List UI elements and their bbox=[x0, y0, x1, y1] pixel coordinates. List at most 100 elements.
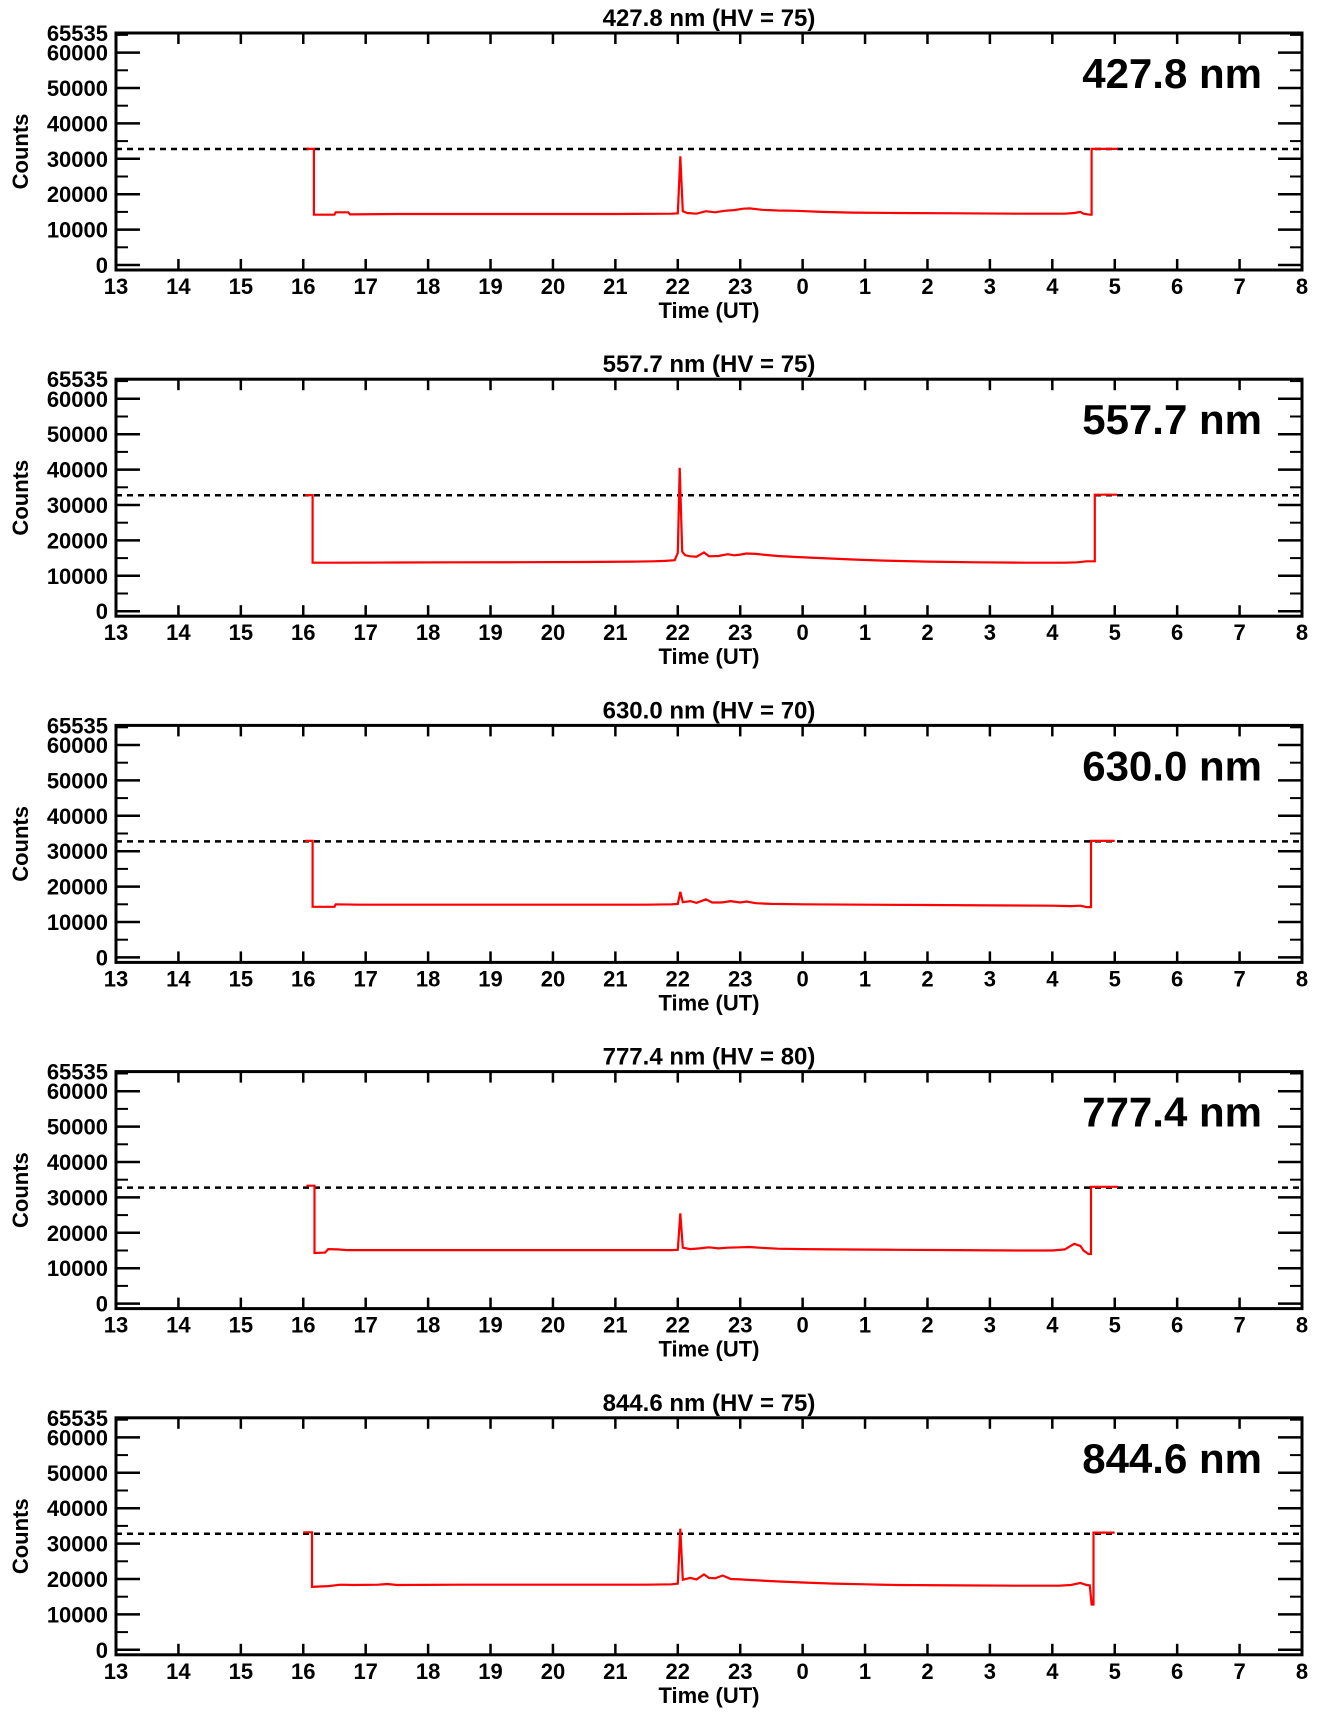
x-tick-label: 17 bbox=[353, 966, 377, 991]
x-tick-label: 19 bbox=[478, 1313, 502, 1338]
x-tick-label: 5 bbox=[1109, 1313, 1121, 1338]
y-tick-label: 40000 bbox=[47, 1496, 108, 1521]
chart-panel-630nm: 630.0 nm (HV = 70)13 14 15 16 17 18 19 20 21 22 23… bbox=[8, 697, 1308, 1015]
y-tick-label: 0 bbox=[96, 599, 108, 624]
x-tick-label: 16 bbox=[291, 1659, 315, 1684]
y-tick-label: 20000 bbox=[47, 1221, 108, 1246]
y-axis-label: Counts bbox=[8, 114, 33, 190]
x-tick-label: 6 bbox=[1171, 620, 1183, 645]
y-tick-label: 10000 bbox=[47, 218, 108, 243]
x-tick-label: 6 bbox=[1171, 1659, 1183, 1684]
y-tick-label: 60000 bbox=[47, 733, 108, 758]
x-tick-label: 22 bbox=[666, 274, 690, 299]
x-tick-label: 13 bbox=[104, 1659, 128, 1684]
x-tick-label: 4 bbox=[1046, 620, 1059, 645]
x-tick-label: 23 bbox=[728, 966, 752, 991]
x-tick-label: 18 bbox=[416, 274, 440, 299]
x-tick-label: 21 bbox=[603, 620, 627, 645]
x-tick-label: 19 bbox=[478, 1659, 502, 1684]
panel-title: 427.8 nm (HV = 75) bbox=[603, 5, 816, 32]
y-tick-label: 20000 bbox=[47, 875, 108, 900]
x-tick-label: 7 bbox=[1233, 274, 1245, 299]
x-tick-label: 3 bbox=[984, 966, 996, 991]
x-tick-label: 15 bbox=[229, 620, 253, 645]
x-tick-label: 7 bbox=[1233, 1313, 1245, 1338]
counts-trace bbox=[303, 1528, 1115, 1606]
x-tick-label: 23 bbox=[728, 274, 752, 299]
y-tick-label: 20000 bbox=[47, 1567, 108, 1592]
plot-box bbox=[114, 1416, 1304, 1657]
counts-trace bbox=[305, 839, 1115, 909]
y-tick-label: 65535 bbox=[47, 21, 108, 46]
y-axis-label: Counts bbox=[8, 806, 33, 882]
y-tick-label: 40000 bbox=[47, 458, 108, 483]
x-tick-label: 0 bbox=[797, 1313, 809, 1338]
plot-box bbox=[114, 723, 1304, 964]
x-tick-label: 6 bbox=[1171, 1313, 1183, 1338]
panel-title: 844.6 nm (HV = 75) bbox=[603, 1390, 816, 1417]
x-tick-label: 16 bbox=[291, 620, 315, 645]
y-tick-label: 0 bbox=[96, 253, 108, 278]
y-tick-label: 50000 bbox=[47, 76, 108, 101]
x-tick-label: 17 bbox=[353, 1313, 377, 1338]
chart-panel-777.4nm: 777.4 nm (HV = 80)13 14 15 16 17 18 19 20 21 22 23… bbox=[8, 1044, 1308, 1362]
x-tick-label: 5 bbox=[1109, 1659, 1121, 1684]
panel-title: 777.4 nm (HV = 80) bbox=[603, 1044, 816, 1071]
y-tick-label: 30000 bbox=[47, 493, 108, 518]
x-tick-label: 14 bbox=[166, 966, 191, 991]
x-tick-label: 5 bbox=[1109, 966, 1121, 991]
x-tick-label: 16 bbox=[291, 274, 315, 299]
x-tick-label: 3 bbox=[984, 274, 996, 299]
x-tick-label: 0 bbox=[797, 966, 809, 991]
x-tick-label: 4 bbox=[1046, 274, 1059, 299]
x-tick-label: 23 bbox=[728, 620, 752, 645]
x-tick-label: 15 bbox=[229, 1313, 253, 1338]
y-axis-label: Counts bbox=[8, 460, 33, 536]
x-tick-label: 7 bbox=[1233, 620, 1245, 645]
y-tick-label: 50000 bbox=[47, 768, 108, 793]
x-axis-label: Time (UT) bbox=[658, 1683, 759, 1708]
x-tick-label: 14 bbox=[166, 1659, 191, 1684]
x-tick-label: 22 bbox=[666, 966, 690, 991]
x-tick-label: 1 bbox=[859, 966, 871, 991]
x-tick-label: 20 bbox=[541, 1313, 565, 1338]
y-tick-label: 30000 bbox=[47, 1532, 108, 1557]
y-tick-label: 60000 bbox=[47, 1425, 108, 1450]
x-tick-label: 1 bbox=[859, 620, 871, 645]
y-tick-label: 65535 bbox=[47, 1406, 108, 1431]
x-tick-label: 4 bbox=[1046, 1313, 1059, 1338]
y-tick-label: 60000 bbox=[47, 387, 108, 412]
y-tick-label: 20000 bbox=[47, 528, 108, 553]
counts-trace bbox=[306, 1184, 1118, 1256]
x-tick-label: 15 bbox=[229, 274, 253, 299]
x-tick-label: 14 bbox=[166, 620, 191, 645]
x-tick-label: 8 bbox=[1296, 1659, 1308, 1684]
x-tick-label: 22 bbox=[666, 1659, 690, 1684]
x-tick-label: 18 bbox=[416, 1313, 440, 1338]
y-axis-label: Counts bbox=[8, 1498, 33, 1574]
x-tick-label: 17 bbox=[353, 620, 377, 645]
y-tick-label: 65535 bbox=[47, 367, 108, 392]
x-tick-label: 3 bbox=[984, 620, 996, 645]
y-tick-label: 65535 bbox=[47, 713, 108, 738]
chart-panel-557.7nm: 557.7 nm (HV = 75)13 14 15 16 17 18 19 20 21 22 23… bbox=[8, 351, 1308, 669]
x-tick-label: 14 bbox=[166, 1313, 191, 1338]
y-tick-label: 65535 bbox=[47, 1060, 108, 1085]
y-tick-label: 40000 bbox=[47, 1150, 108, 1175]
x-axis-label: Time (UT) bbox=[658, 990, 759, 1015]
x-tick-label: 20 bbox=[541, 274, 565, 299]
x-tick-label: 2 bbox=[921, 620, 933, 645]
x-tick-label: 1 bbox=[859, 274, 871, 299]
wavelength-corner-label: 427.8 nm bbox=[1082, 50, 1262, 97]
x-tick-label: 23 bbox=[728, 1313, 752, 1338]
x-tick-label: 6 bbox=[1171, 966, 1183, 991]
x-tick-label: 13 bbox=[104, 1313, 128, 1338]
x-tick-label: 8 bbox=[1296, 966, 1308, 991]
x-tick-label: 6 bbox=[1171, 274, 1183, 299]
x-tick-label: 21 bbox=[603, 1313, 627, 1338]
x-tick-label: 18 bbox=[416, 620, 440, 645]
plot-box bbox=[114, 31, 1304, 272]
x-tick-label: 19 bbox=[478, 620, 502, 645]
y-tick-label: 50000 bbox=[47, 1115, 108, 1140]
